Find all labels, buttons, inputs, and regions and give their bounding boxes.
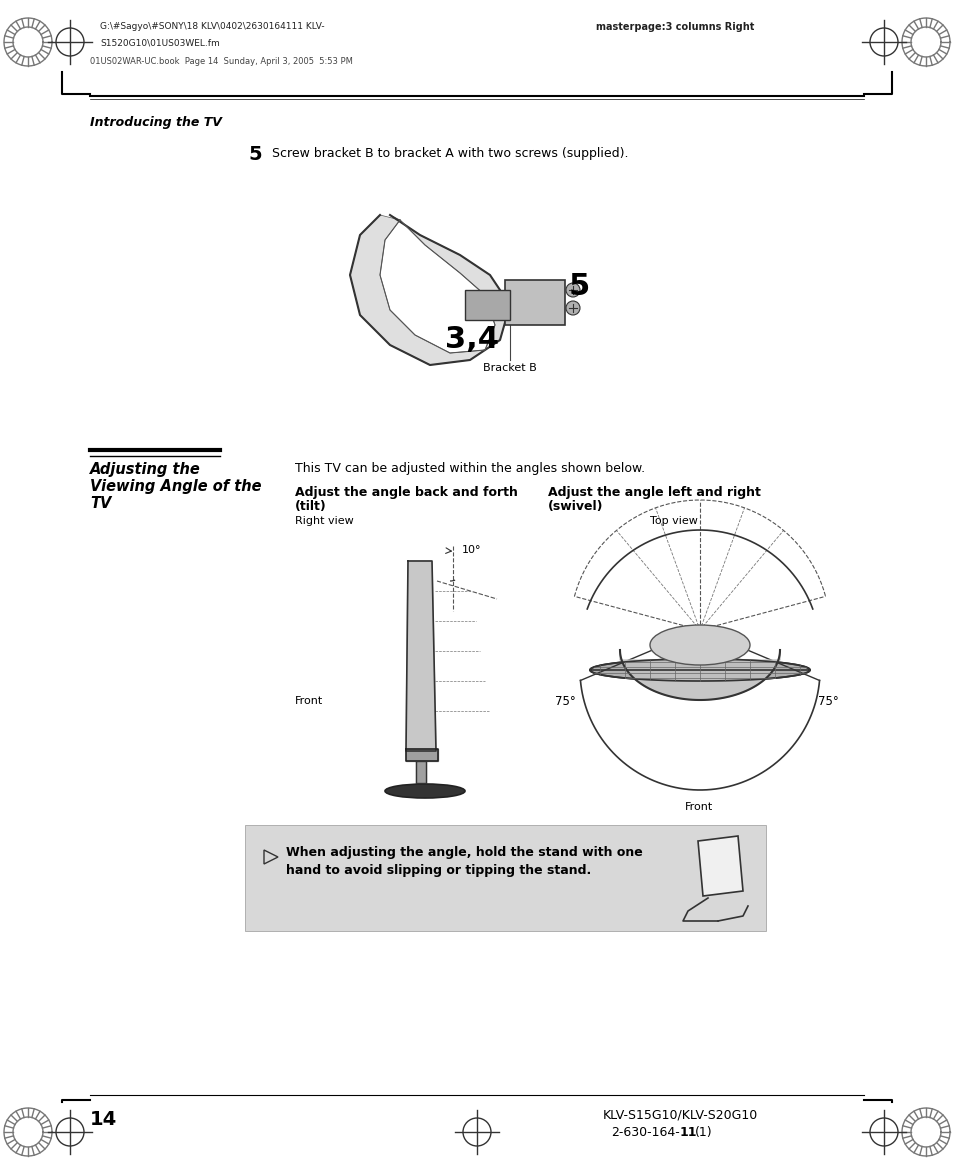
Text: 10°: 10° — [461, 545, 481, 555]
Text: (tilt): (tilt) — [294, 500, 327, 513]
Polygon shape — [698, 836, 742, 896]
Text: 75°: 75° — [817, 695, 838, 708]
Text: Adjust the angle left and right: Adjust the angle left and right — [547, 486, 760, 499]
Text: Adjust the angle back and forth: Adjust the angle back and forth — [294, 486, 517, 499]
Text: 3,4: 3,4 — [444, 325, 498, 355]
FancyBboxPatch shape — [464, 290, 510, 321]
Ellipse shape — [649, 625, 749, 664]
Text: This TV can be adjusted within the angles shown below.: This TV can be adjusted within the angle… — [294, 463, 644, 475]
Polygon shape — [406, 749, 437, 761]
Text: Top view: Top view — [649, 517, 698, 526]
Text: 75°: 75° — [555, 695, 576, 708]
Text: (swivel): (swivel) — [547, 500, 603, 513]
Text: Viewing Angle of the: Viewing Angle of the — [90, 479, 261, 494]
Polygon shape — [619, 650, 780, 700]
Text: 11: 11 — [679, 1126, 697, 1139]
Circle shape — [565, 283, 579, 297]
Polygon shape — [589, 659, 809, 681]
Text: G:\#Sagyo\#SONY\18 KLV\0402\2630164111 KLV-: G:\#Sagyo\#SONY\18 KLV\0402\2630164111 K… — [100, 22, 324, 31]
Text: masterpage:3 columns Right: masterpage:3 columns Right — [596, 22, 754, 32]
Polygon shape — [416, 761, 426, 783]
Text: Right view: Right view — [294, 517, 354, 526]
Text: Bracket B: Bracket B — [482, 363, 537, 373]
Polygon shape — [406, 561, 436, 751]
Text: Adjusting the: Adjusting the — [90, 463, 200, 477]
Text: Introducing the TV: Introducing the TV — [90, 116, 222, 129]
Ellipse shape — [589, 659, 809, 681]
FancyBboxPatch shape — [504, 281, 564, 325]
FancyBboxPatch shape — [245, 825, 765, 931]
Text: When adjusting the angle, hold the stand with one: When adjusting the angle, hold the stand… — [286, 846, 642, 859]
Text: 5: 5 — [568, 272, 590, 301]
Circle shape — [565, 301, 579, 315]
Text: Front: Front — [684, 802, 713, 812]
Text: Screw bracket B to bracket A with two screws (supplied).: Screw bracket B to bracket A with two sc… — [272, 147, 628, 160]
Text: (1): (1) — [695, 1126, 712, 1139]
Text: hand to avoid slipping or tipping the stand.: hand to avoid slipping or tipping the st… — [286, 864, 591, 877]
Text: 2-630-164-: 2-630-164- — [611, 1126, 679, 1139]
Text: TV: TV — [90, 495, 112, 511]
Text: 14: 14 — [90, 1109, 117, 1129]
Text: Front: Front — [294, 696, 323, 706]
Polygon shape — [350, 215, 510, 365]
Text: 5: 5 — [248, 146, 261, 164]
Text: KLV-S15G10/KLV-S20G10: KLV-S15G10/KLV-S20G10 — [601, 1108, 757, 1121]
Text: S1520G10\01US03WEL.fm: S1520G10\01US03WEL.fm — [100, 38, 219, 47]
Text: 01US02WAR-UC.book  Page 14  Sunday, April 3, 2005  5:53 PM: 01US02WAR-UC.book Page 14 Sunday, April … — [90, 58, 353, 66]
Ellipse shape — [385, 784, 464, 798]
